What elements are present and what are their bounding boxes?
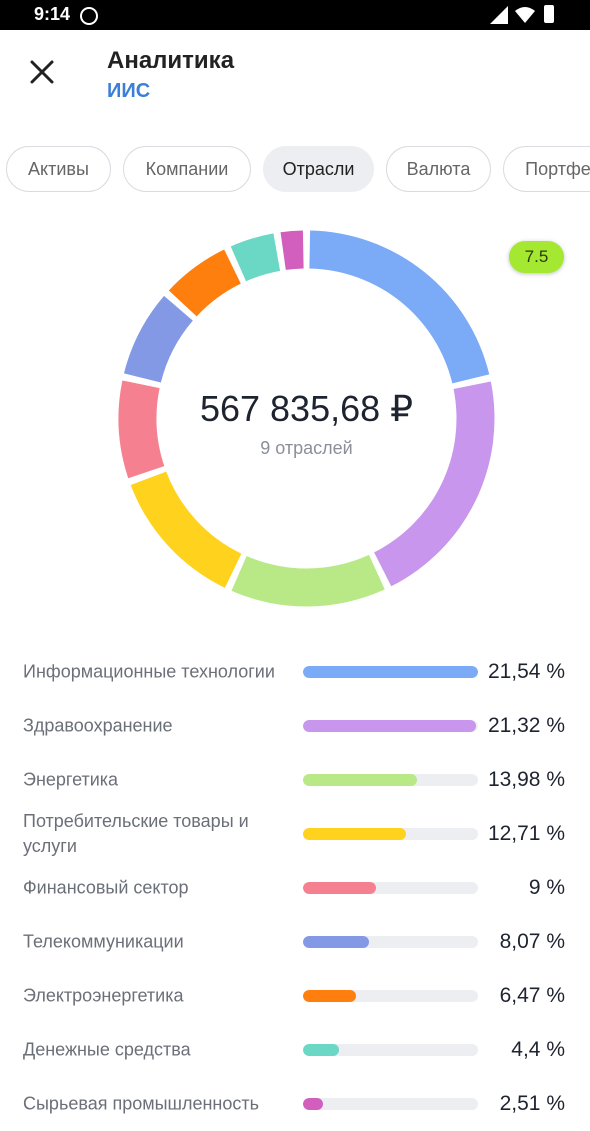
sector-bar-fill: [303, 936, 369, 948]
sector-bar-fill: [303, 666, 478, 678]
sector-percent: 4,4 %: [511, 1038, 565, 1061]
battery-icon: [544, 5, 554, 23]
tab-bar: Активы Компании Отрасли Валюта Портфе: [0, 146, 590, 196]
sector-name: Денежные средства: [23, 1039, 191, 1060]
sector-bar-track: [303, 990, 478, 1002]
sector-percent: 21,32 %: [487, 714, 565, 737]
sector-row[interactable]: Сырьевая промышленность 2,51 %: [0, 1077, 590, 1131]
tab-currency[interactable]: Валюта: [386, 146, 491, 192]
sector-name: Энергетика: [23, 769, 119, 790]
tab-sectors[interactable]: Отрасли: [263, 146, 374, 192]
sector-row[interactable]: Потребительские товары и услуги 12,71 %: [0, 807, 590, 861]
sector-bar-fill: [303, 882, 377, 894]
signal-icon: [490, 6, 508, 24]
account-subtitle: ИИС: [107, 80, 151, 102]
wifi-icon: [515, 7, 535, 23]
sector-percent: 21,54 %: [487, 660, 565, 683]
score-badge[interactable]: 7.5: [509, 241, 564, 273]
tab-companies[interactable]: Компании: [123, 146, 251, 192]
sector-bar-track: [303, 1044, 478, 1056]
sector-percent: 6,47 %: [499, 984, 565, 1007]
close-icon[interactable]: [28, 58, 56, 86]
sector-row[interactable]: Здравоохранение 21,32 %: [0, 699, 590, 753]
sector-row[interactable]: Энергетика 13,98 %: [0, 753, 590, 807]
sector-name: Потребительские товары и услуги: [23, 811, 249, 856]
sector-bar-fill: [303, 828, 407, 840]
sector-percent: 8,07 %: [499, 930, 565, 953]
page-title: Аналитика: [107, 47, 235, 74]
sector-bar-fill: [303, 720, 477, 732]
sector-bar-track: [303, 828, 478, 840]
donut-slice: [118, 380, 165, 479]
donut-slice: [280, 230, 304, 270]
sector-bar-fill: [303, 1044, 339, 1056]
sector-name: Телекоммуникации: [23, 931, 184, 952]
sector-bar-track: [303, 720, 478, 732]
sector-percent: 9 %: [528, 876, 565, 899]
donut-slice: [309, 230, 490, 384]
donut-slice: [168, 249, 241, 317]
status-time: 9:14: [34, 4, 71, 24]
sector-percent: 12,71 %: [487, 822, 565, 845]
sector-bar-track: [303, 882, 478, 894]
sector-row[interactable]: Телекоммуникации 8,07 %: [0, 915, 590, 969]
sector-bar-track: [303, 774, 478, 786]
sector-bar-fill: [303, 990, 356, 1002]
sector-percent: 2,51 %: [499, 1092, 565, 1115]
sector-bar-fill: [303, 774, 417, 786]
status-bar: 9:14: [0, 0, 590, 30]
donut-slice: [230, 233, 281, 282]
donut-slice: [231, 554, 385, 607]
tab-portfolio[interactable]: Портфе: [503, 146, 590, 192]
portfolio-total: 567 835,68 ₽: [199, 388, 414, 429]
sector-name: Финансовый сектор: [23, 877, 189, 898]
donut-slice: [130, 471, 242, 588]
sector-name: Информационные технологии: [23, 661, 275, 682]
donut-slice: [374, 381, 495, 587]
sector-percent: 13,98 %: [487, 768, 565, 791]
donut-slice: [123, 295, 193, 383]
sector-bar-track: [303, 1098, 478, 1110]
sector-name: Здравоохранение: [23, 715, 173, 736]
sector-bar-track: [303, 936, 478, 948]
sector-row[interactable]: Электроэнергетика 6,47 %: [0, 969, 590, 1023]
sector-name: Сырьевая промышленность: [23, 1093, 260, 1114]
alarm-icon: [80, 7, 98, 25]
sector-donut-chart: [118, 230, 495, 607]
sector-count: 9 отраслей: [260, 438, 353, 458]
tab-assets[interactable]: Активы: [6, 146, 111, 192]
sector-bar-fill: [303, 1098, 324, 1110]
sector-name: Электроэнергетика: [23, 985, 184, 1006]
sector-row[interactable]: Информационные технологии 21,54 %: [0, 645, 590, 699]
sector-row[interactable]: Денежные средства 4,4 %: [0, 1023, 590, 1077]
sector-bar-track: [303, 666, 478, 678]
sector-row[interactable]: Финансовый сектор 9 %: [0, 861, 590, 915]
